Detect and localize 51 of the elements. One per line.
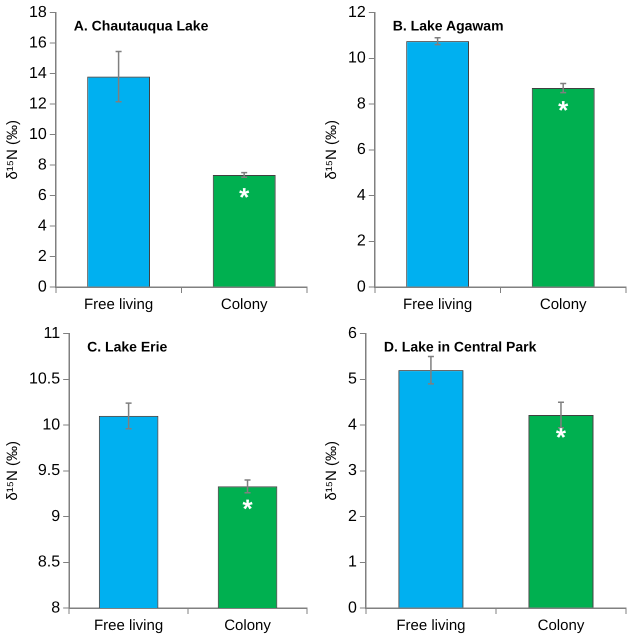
y-tick-label: 10.5	[29, 370, 60, 388]
x-tick-label: Colony	[538, 617, 585, 634]
x-tick-label: Free living	[94, 617, 164, 634]
y-axis-title: δ¹⁵N (‰)	[323, 120, 340, 180]
x-tick-label: Colony	[540, 296, 588, 314]
x-tick-label: Free living	[396, 617, 466, 634]
y-tick-label: 6	[356, 141, 366, 158]
y-axis-title: δ¹⁵N (‰)	[323, 441, 340, 501]
y-tick-label: 6	[348, 325, 357, 342]
y-axis-title: δ¹⁵N (‰)	[4, 120, 22, 180]
x-tick-label: Free living	[84, 296, 154, 314]
annotation: *	[556, 422, 567, 452]
y-tick-label: 0	[348, 599, 357, 616]
chart-title: A. Chautauqua Lake	[74, 17, 209, 34]
y-tick-label: 9.5	[38, 462, 60, 480]
y-tick-label: 18	[29, 4, 47, 22]
annotation: *	[239, 182, 250, 212]
y-tick-label: 4	[38, 217, 47, 234]
annotation: *	[558, 95, 570, 126]
chart-title: C. Lake Erie	[87, 338, 168, 354]
y-tick-label: 8	[356, 95, 366, 112]
y-tick-label: 0	[38, 278, 47, 296]
y-tick-label: 6	[38, 186, 47, 204]
y-tick-label: 10	[42, 416, 60, 434]
x-tick-label: Colony	[224, 617, 272, 634]
chart-title: D. Lake in Central Park	[384, 338, 537, 354]
y-tick-label: 4	[356, 186, 366, 204]
y-tick-label: 0	[356, 278, 366, 296]
y-tick-label: 5	[348, 370, 357, 388]
y-tick-label: 9	[51, 508, 60, 525]
y-tick-label: 10	[29, 126, 47, 143]
y-tick-label: 8	[51, 599, 60, 616]
y-tick-label: 8	[38, 156, 47, 174]
annotation: *	[242, 494, 254, 524]
y-tick-label: 3	[348, 462, 357, 480]
y-tick-label: 8.5	[38, 554, 60, 571]
y-tick-label: 2	[356, 232, 366, 250]
y-tick-label: 11	[44, 325, 60, 342]
y-tick-label: 2	[38, 248, 47, 265]
y-tick-label: 2	[348, 508, 357, 525]
x-tick-label: Free living	[402, 296, 472, 314]
y-tick-label: 12	[29, 95, 47, 112]
y-tick-label: 12	[348, 4, 366, 22]
y-tick-label: 1	[348, 554, 357, 571]
x-tick-label: Colony	[220, 296, 268, 314]
chart-title: B. Lake Agawam	[392, 17, 504, 34]
y-tick-label: 16	[29, 34, 47, 52]
y-axis-title: δ¹⁵N (‰)	[4, 441, 22, 501]
y-tick-label: 4	[348, 416, 357, 434]
y-tick-label: 10	[348, 50, 366, 67]
y-tick-label: 14	[29, 64, 47, 82]
